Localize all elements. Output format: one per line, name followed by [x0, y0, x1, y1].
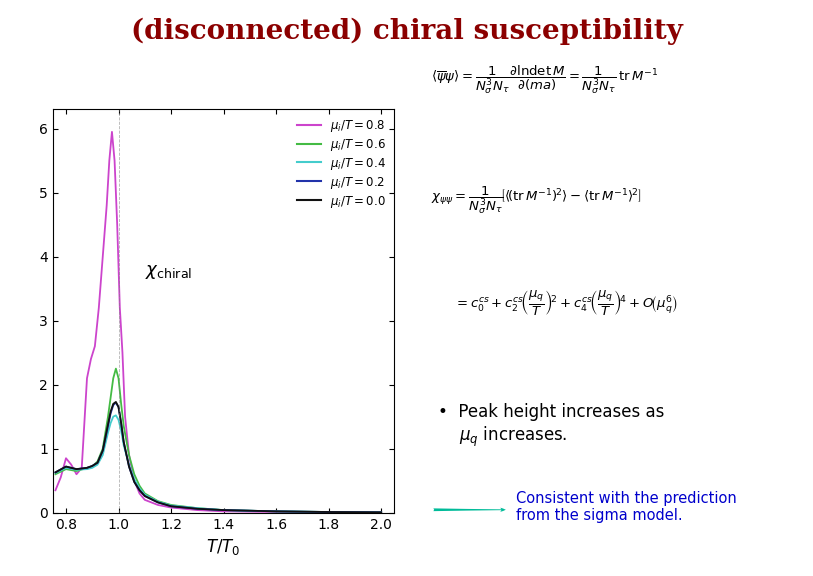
Legend: $\mu_i/T=0.8$, $\mu_i/T=0.6$, $\mu_i/T=0.4$, $\mu_i/T=0.2$, $\mu_i/T=0.0$: $\mu_i/T=0.8$, $\mu_i/T=0.6$, $\mu_i/T=0…	[295, 115, 389, 212]
X-axis label: $T/T_0$: $T/T_0$	[207, 537, 241, 557]
Text: (disconnected) chiral susceptibility: (disconnected) chiral susceptibility	[131, 17, 682, 44]
Text: •  Peak height increases as
    $\mu_q$ increases.: • Peak height increases as $\mu_q$ incre…	[438, 403, 665, 449]
Text: $= c_0^{cs} + c_2^{cs}\!\left(\dfrac{\mu_q}{T}\right)^{\!2}+ c_4^{cs}\!\left(\df: $= c_0^{cs} + c_2^{cs}\!\left(\dfrac{\mu…	[454, 288, 678, 317]
Text: Consistent with the prediction
from the sigma model.: Consistent with the prediction from the …	[516, 491, 737, 523]
Text: $\chi_{\rm chiral}$: $\chi_{\rm chiral}$	[146, 263, 193, 281]
Text: $\chi_{\psi\psi} = \dfrac{1}{N_\sigma^3 N_\tau}\!\left[\left\langle\!\left({\rm : $\chi_{\psi\psi} = \dfrac{1}{N_\sigma^3 …	[431, 184, 641, 216]
Text: $\langle\overline{\psi}\psi\rangle = \dfrac{1}{N_\sigma^3 N_\tau}\dfrac{\partial: $\langle\overline{\psi}\psi\rangle = \df…	[431, 63, 658, 96]
